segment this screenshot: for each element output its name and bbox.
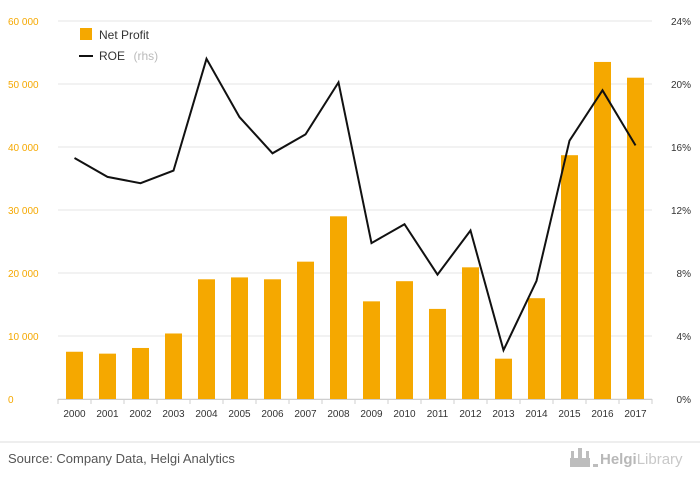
right-tick-label: 24%	[671, 17, 691, 28]
x-tick-label: 2014	[525, 409, 548, 420]
brand-logo: HelgiLibrary	[570, 448, 683, 468]
x-tick-label: 2017	[624, 409, 647, 420]
x-tick-label: 2002	[129, 409, 152, 420]
legend-line-label: ROE	[99, 49, 125, 63]
castle-icon	[570, 448, 598, 467]
left-tick-label: 40 000	[8, 143, 39, 154]
left-tick-label: 30 000	[8, 206, 39, 217]
left-tick-label: 0	[8, 395, 14, 406]
x-tick-label: 2006	[261, 409, 284, 420]
bar	[231, 277, 248, 399]
bar	[396, 281, 413, 399]
legend: Net Profit ROE (rhs)	[79, 28, 158, 64]
bar	[462, 267, 479, 399]
bar	[594, 61, 611, 399]
x-tick-label: 2012	[459, 409, 482, 420]
brand-name: HelgiLibrary	[600, 451, 683, 468]
right-tick-label: 0%	[677, 395, 692, 406]
right-tick-label: 16%	[671, 143, 691, 154]
bar	[297, 261, 314, 399]
source-note: Source: Company Data, Helgi Analytics	[8, 451, 235, 466]
right-tick-label: 12%	[671, 206, 691, 217]
x-tick-label: 2009	[360, 409, 383, 420]
left-tick-label: 50 000	[8, 80, 39, 91]
bar	[198, 279, 215, 399]
bar	[165, 333, 182, 399]
bar	[363, 301, 380, 399]
bar	[99, 353, 116, 399]
legend-bar-label: Net Profit	[99, 28, 150, 42]
x-tick-label: 2016	[591, 409, 614, 420]
brand-name-light: Library	[637, 451, 683, 468]
right-tick-label: 4%	[677, 332, 692, 343]
left-tick-label: 20 000	[8, 269, 39, 280]
bar	[264, 279, 281, 399]
x-tick-label: 2004	[195, 409, 218, 420]
legend-line-text: ROE (rhs)	[99, 47, 158, 64]
right-tick-label: 8%	[677, 269, 692, 280]
axes: 0 0% 10 000 4% 20 000 8% 30 000 12% 40 000 16% 50 …	[8, 17, 691, 420]
bar	[627, 77, 644, 399]
x-tick-label: 2007	[294, 409, 317, 420]
bar	[429, 308, 446, 399]
x-tick-label: 2010	[393, 409, 416, 420]
left-tick-label: 60 000	[8, 17, 39, 28]
legend-bar-swatch	[80, 28, 92, 40]
x-tick-label: 2008	[327, 409, 350, 420]
bar	[66, 351, 83, 399]
gridlines	[58, 20, 652, 400]
x-tick-label: 2011	[427, 409, 449, 420]
brand-name-bold: Helgi	[600, 451, 637, 468]
line-series	[74, 56, 637, 354]
bar-series	[66, 61, 644, 399]
bar	[132, 347, 149, 399]
legend-line-suffix: (rhs)	[133, 49, 158, 63]
left-tick-label: 10 000	[8, 332, 39, 343]
bar	[561, 155, 578, 399]
bar	[330, 216, 347, 399]
x-tick-label: 2013	[492, 409, 515, 420]
x-tick-label: 2015	[558, 409, 581, 420]
right-tick-label: 20%	[671, 80, 691, 91]
bar	[528, 298, 545, 399]
x-tick-label: 2000	[63, 409, 86, 420]
x-tick-label: 2001	[96, 409, 119, 420]
bar	[495, 358, 512, 399]
x-tick-label: 2005	[228, 409, 251, 420]
roe-line	[74, 56, 637, 354]
x-tick-label: 2003	[162, 409, 185, 420]
